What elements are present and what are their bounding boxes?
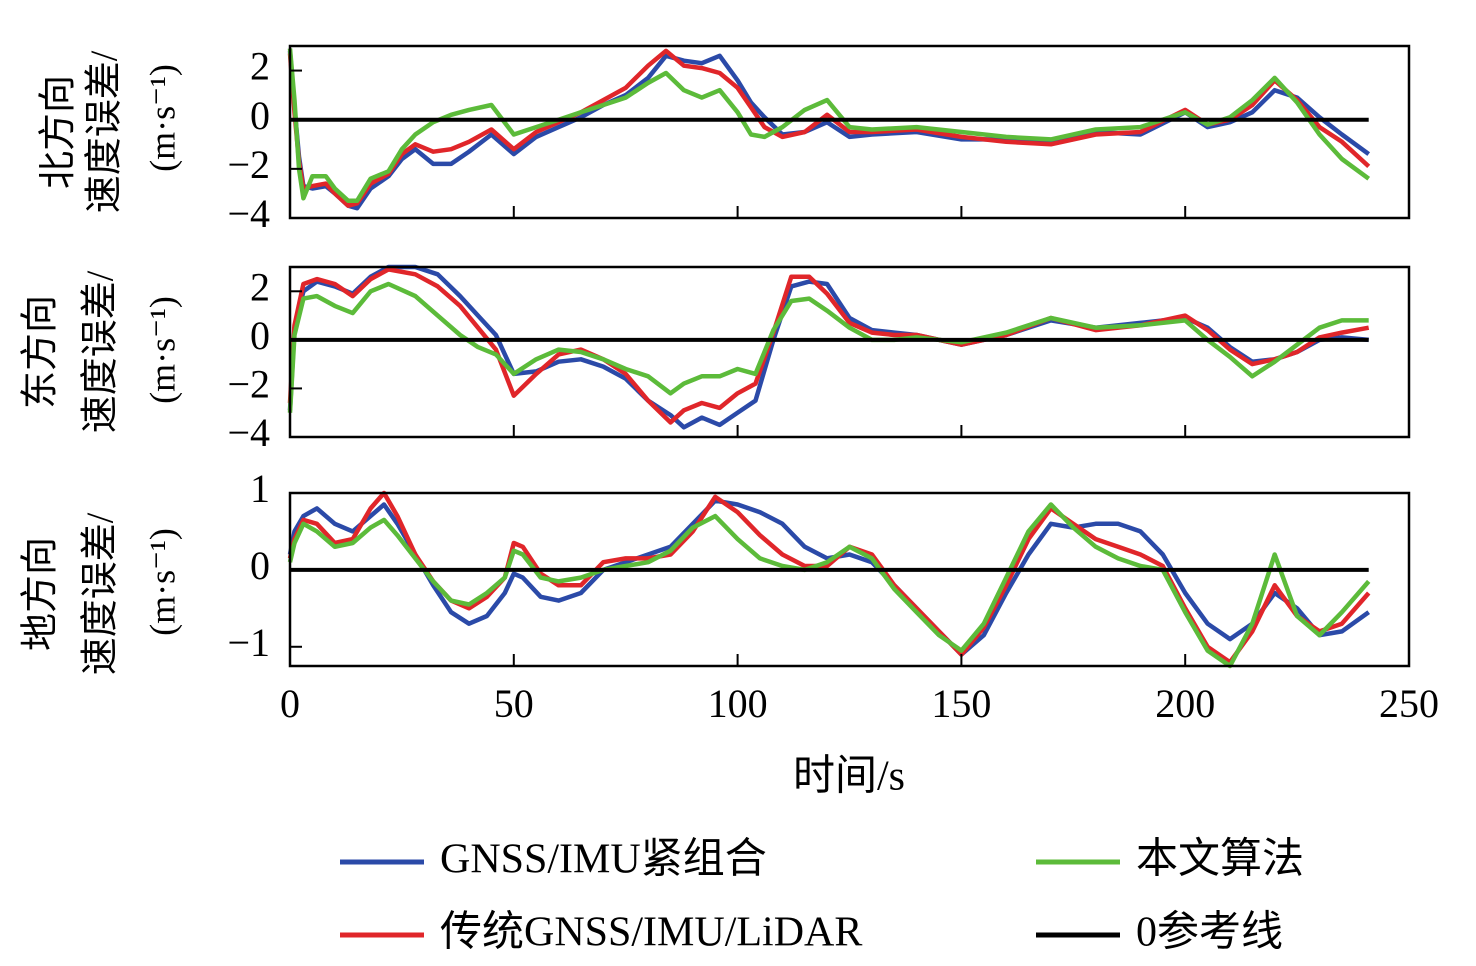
down-tick-layer: 1 0 −1 xyxy=(227,466,1410,666)
north-series-0-gnss_imu xyxy=(287,50,1371,211)
down-velocity-panel: 1 0 −1 地方向 速度误差/ (m·s⁻¹) xyxy=(20,466,1411,675)
x-axis-tick-labels: 0 50 100 150 200 250 xyxy=(280,681,1439,726)
east-ylabel-line-3: (m·s⁻¹) xyxy=(142,296,182,404)
down-series-layer xyxy=(287,490,1371,669)
down-ylabel-line-1: 地方向 xyxy=(20,537,62,651)
down-ytick-label-1: 0 xyxy=(250,543,270,588)
east-ytick-label-3: −4 xyxy=(227,410,270,455)
east-series-0-gnss_imu xyxy=(287,264,1369,430)
legend-label-proposed: 本文算法 xyxy=(1136,836,1304,883)
legend-label-traditional: 传统GNSS/IMU/LiDAR xyxy=(440,910,862,956)
north-ytick-label-3: −4 xyxy=(227,191,270,236)
north-ylabel-line-3: (m·s⁻¹) xyxy=(142,64,182,172)
down-ylabel-line-3: (m·s⁻¹) xyxy=(142,528,182,636)
north-ytick-label-2: −2 xyxy=(227,142,270,187)
north-series-layer xyxy=(287,48,1371,211)
north-ytick-label-0: 2 xyxy=(250,44,270,89)
x-tick-label-5: 250 xyxy=(1379,681,1439,726)
north-tick-layer: 20−2−4 xyxy=(227,44,1410,236)
legend: GNSS/IMU紧组合 本文算法 传统GNSS/IMU/LiDAR 0参考线 xyxy=(340,836,1304,956)
x-tick-label-3: 150 xyxy=(931,681,991,726)
x-tick-label-2: 100 xyxy=(708,681,768,726)
east-velocity-panel: 20−2−4 东方向 速度误差/ (m·s⁻¹) xyxy=(20,264,1411,455)
x-axis-title: 时间/s xyxy=(793,754,905,800)
north-velocity-panel: 20−2−4 北方向 速度误差/ (m·s⁻¹) xyxy=(38,44,1411,236)
down-series-1-traditional xyxy=(287,490,1371,665)
x-tick-label-1: 50 xyxy=(494,681,534,726)
down-plot-frame xyxy=(288,491,1411,668)
north-plot-frame xyxy=(288,44,1411,220)
legend-label-gnss-imu: GNSS/IMU紧组合 xyxy=(440,837,767,883)
east-ylabel-line-1: 东方向 xyxy=(20,295,62,409)
east-ytick-label-1: 0 xyxy=(250,313,270,358)
down-ytick-label-0: 1 xyxy=(250,466,270,511)
north-ylabel-line-2: 速度误差/ xyxy=(84,50,126,213)
north-ylabel-line-1: 北方向 xyxy=(38,75,80,189)
x-tick-label-0: 0 xyxy=(280,681,300,726)
down-series-0-gnss_imu xyxy=(287,498,1371,657)
east-ytick-label-0: 2 xyxy=(250,264,270,309)
east-series-layer xyxy=(287,264,1370,430)
x-tick-label-4: 200 xyxy=(1155,681,1215,726)
east-series-2-proposed xyxy=(287,281,1369,413)
east-ytick-label-2: −2 xyxy=(227,362,270,407)
down-ytick-label-2: −1 xyxy=(227,620,270,665)
east-ylabel-line-2: 速度误差/ xyxy=(80,270,122,433)
north-ytick-label-1: 0 xyxy=(250,93,270,138)
east-tick-layer: 20−2−4 xyxy=(227,264,1410,455)
east-plot-frame xyxy=(288,265,1411,439)
legend-label-reference: 0参考线 xyxy=(1136,909,1283,956)
east-series-1-traditional xyxy=(287,267,1370,425)
down-ylabel-line-2: 速度误差/ xyxy=(80,512,122,675)
north-series-2-proposed xyxy=(287,48,1371,204)
